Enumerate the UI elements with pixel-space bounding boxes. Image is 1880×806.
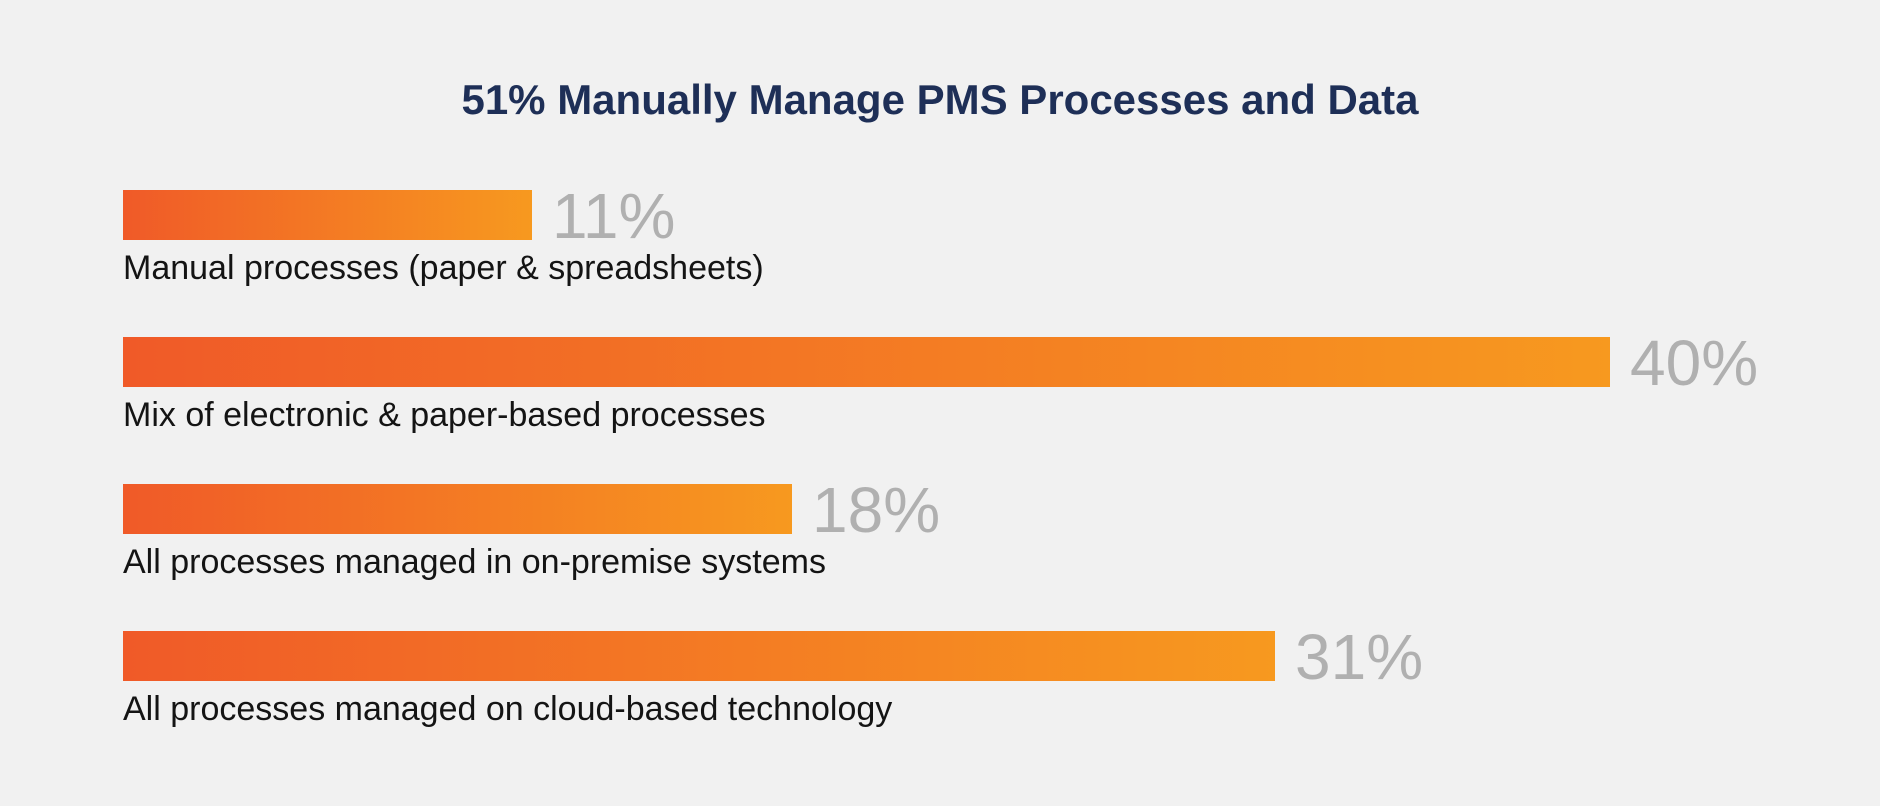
bar-row: 40% Mix of electronic & paper-based proce…: [123, 331, 1823, 447]
bar: [123, 190, 532, 240]
bar-track: 18%: [123, 478, 1823, 542]
bar-value-label: 40%: [1630, 327, 1759, 399]
bar-track: 31%: [123, 625, 1823, 689]
category-label: All processes managed on cloud-based tec…: [123, 690, 893, 728]
category-label: Manual processes (paper & spreadsheets): [123, 249, 764, 287]
bar-track: 40%: [123, 331, 1823, 395]
bar: [123, 337, 1610, 387]
chart-title: 51% Manually Manage PMS Processes and Da…: [461, 76, 1419, 123]
bar-value-label: 18%: [812, 474, 941, 546]
bar-row: 11% Manual processes (paper & spreadsheet…: [123, 184, 1823, 300]
bar-row: 18% All processes managed in on-premise s…: [123, 478, 1823, 594]
bar-track: 11%: [123, 184, 1823, 248]
bar-value-label: 11%: [552, 180, 676, 252]
bar: [123, 484, 792, 534]
bar: [123, 631, 1275, 681]
category-label: All processes managed in on-premise syst…: [123, 543, 826, 581]
bar-value-label: 31%: [1295, 621, 1424, 693]
category-label: Mix of electronic & paper-based processe…: [123, 396, 766, 434]
bar-row: 31% All processes managed on cloud-based …: [123, 625, 1823, 741]
